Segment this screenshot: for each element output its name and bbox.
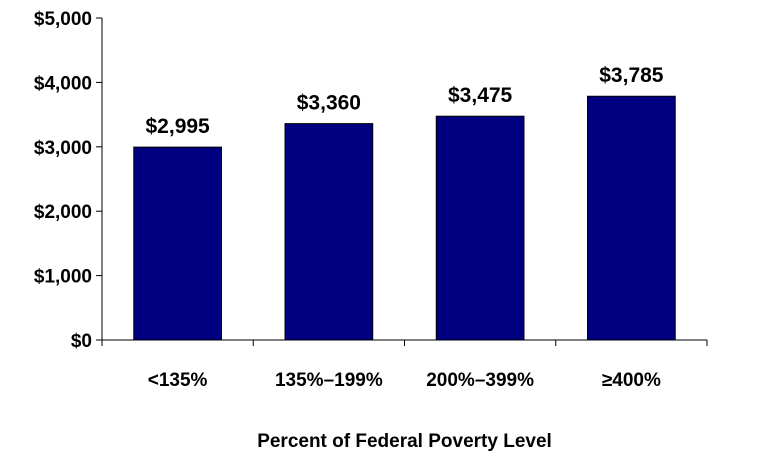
- data-label: $3,360: [297, 92, 361, 115]
- x-tick-label: 200%–399%: [426, 370, 534, 391]
- x-axis-title: Percent of Federal Poverty Level: [257, 431, 552, 452]
- x-tick-label: 135%–199%: [275, 370, 383, 391]
- y-tick-label: $1,000: [34, 267, 92, 288]
- y-axis: $0 $1,000 $2,000 $3,000 $4,000 $5,000: [34, 9, 103, 352]
- x-tick-label: <135%: [148, 370, 208, 391]
- data-label: $3,475: [448, 84, 513, 107]
- bars: [133, 95, 676, 341]
- x-axis: <135% 135%–199% 200%–399% ≥400%: [101, 339, 708, 391]
- y-tick-label: $5,000: [34, 9, 92, 30]
- bar: [435, 115, 525, 341]
- data-labels: $2,995 $3,360 $3,475 $3,785: [146, 64, 664, 138]
- y-tick-label: $2,000: [34, 202, 92, 223]
- y-tick-label: $4,000: [34, 73, 92, 94]
- data-label: $2,995: [146, 115, 211, 138]
- bar: [133, 146, 222, 341]
- y-tick-label: $0: [71, 331, 92, 352]
- bar: [284, 123, 374, 341]
- bar: [587, 95, 676, 341]
- y-tick-label: $3,000: [34, 138, 92, 159]
- x-tick-label: ≥400%: [602, 370, 661, 391]
- data-label: $3,785: [599, 64, 664, 87]
